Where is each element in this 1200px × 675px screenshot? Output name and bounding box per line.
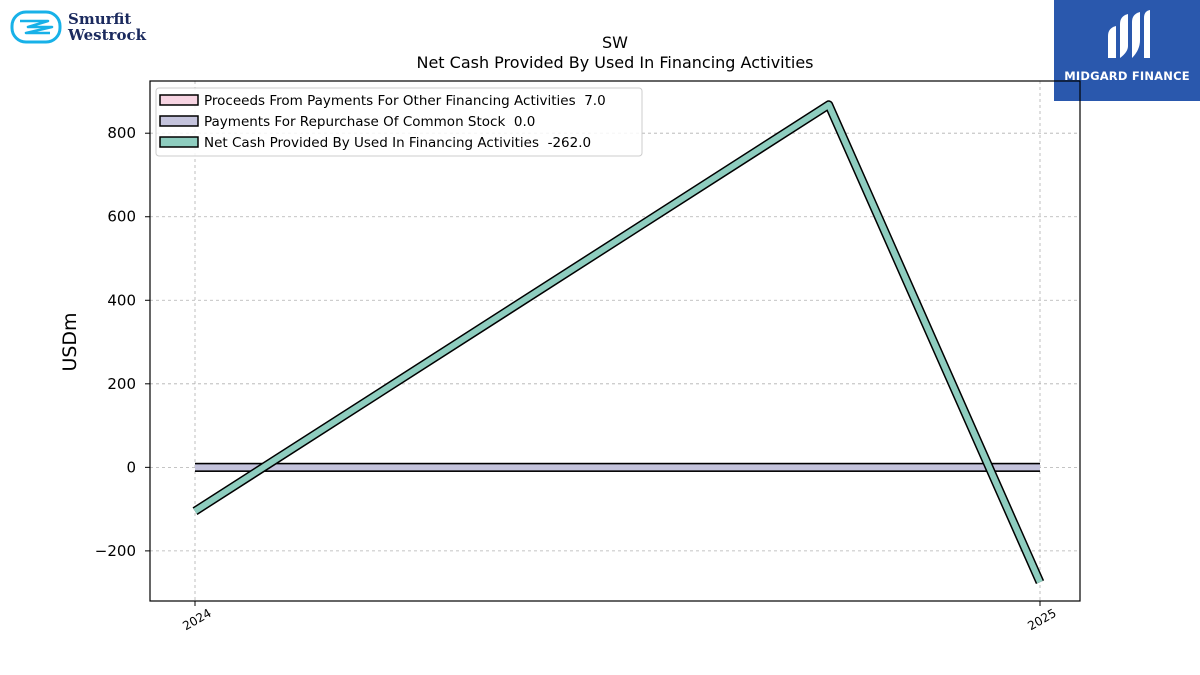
chart-subtitle: Net Cash Provided By Used In Financing A… [416,53,813,72]
y-tick-label: 600 [107,208,136,226]
y-tick-label: 0 [126,458,136,476]
grid [150,81,1080,601]
chart-title: SW [602,33,628,52]
legend-box [155,87,643,157]
series-line [193,101,1043,584]
brand-left-line2: Westrock [68,26,146,44]
legend-swatch [159,136,199,148]
x-tick-label: 2024 [180,606,213,633]
y-tick-label: −200 [95,542,136,560]
axis-ticks: −200 0 200 400 600 800 2024 2025 [95,124,1059,633]
legend: Proceeds From Payments For Other Financi… [155,87,643,157]
brand-right-name: MIDGARD FINANCE [1064,69,1190,83]
y-tick-label: 800 [107,124,136,142]
plot-frame [149,80,1081,602]
legend-entry: Payments For Repurchase Of Common Stock … [204,114,535,130]
legend-swatch [159,115,199,127]
y-tick-label: 400 [107,291,136,309]
y-axis-label: USDm [59,312,81,371]
smurfit-westrock-logo: Smurfit Westrock [10,10,150,46]
smurfit-westrock-emblem-icon [10,10,62,44]
series-layer [192,100,1045,585]
midgard-emblem-icon [1108,10,1150,58]
series-line-outline [192,100,1045,585]
brand-left-line1: Smurfit [68,10,132,28]
x-tick-label: 2025 [1025,606,1058,633]
legend-entry: Proceeds From Payments For Other Financi… [204,93,606,109]
midgard-finance-logo: MIDGARD FINANCE [1054,0,1200,101]
y-tick-label: 200 [107,375,136,393]
legend-swatch [159,94,199,106]
legend-entry: Net Cash Provided By Used In Financing A… [204,135,591,151]
